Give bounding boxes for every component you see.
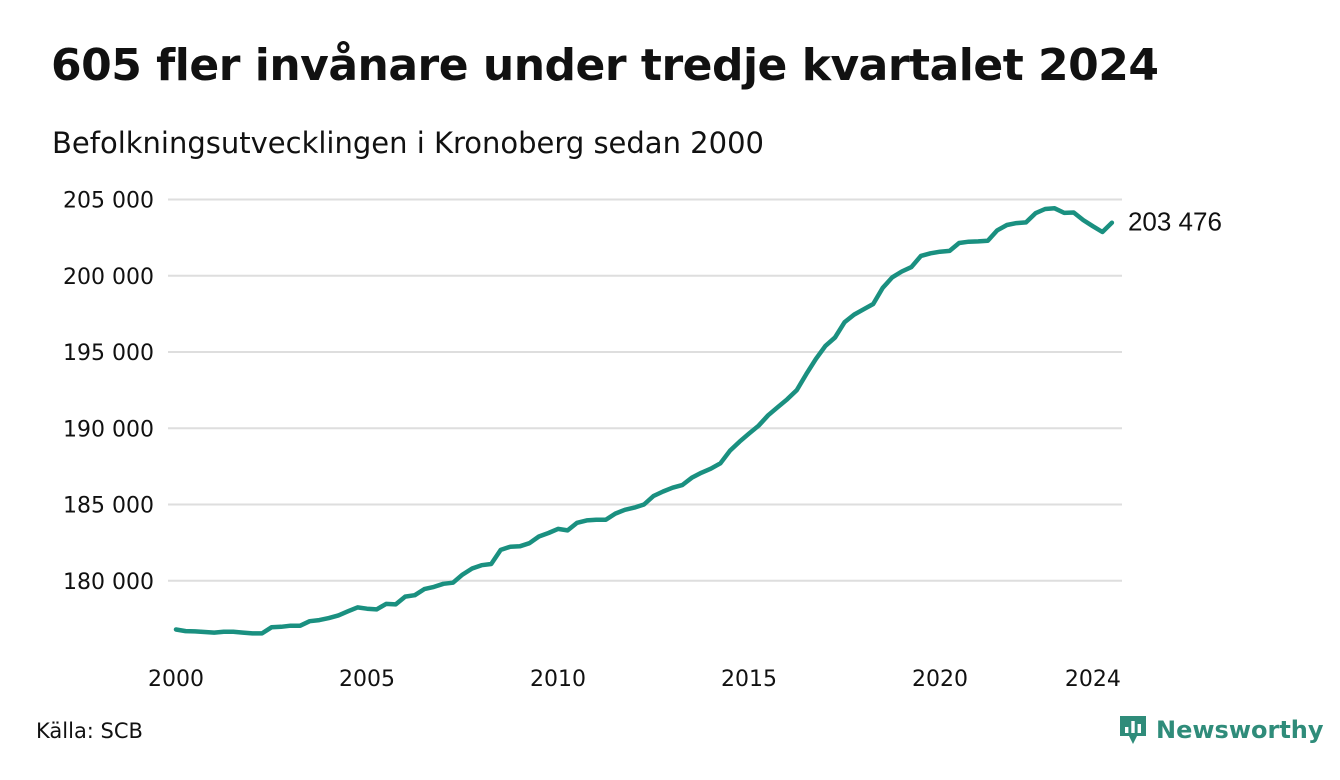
y-tick-label: 200 000 bbox=[63, 265, 154, 290]
y-tick-label: 185 000 bbox=[63, 494, 154, 519]
x-tick-label: 2000 bbox=[148, 667, 204, 692]
y-tick-label: 205 000 bbox=[63, 189, 154, 214]
brand-name: Newsworthy bbox=[1156, 716, 1324, 744]
y-tick-label: 180 000 bbox=[63, 570, 154, 595]
y-axis-tick-labels: 180 000 185 000 190 000 195 000 200 000 205 0… bbox=[63, 189, 154, 595]
x-tick-label: 2010 bbox=[530, 667, 586, 692]
chart-title: 605 fler invånare under tredje kvartalet… bbox=[51, 40, 1159, 91]
series bbox=[173, 206, 1115, 636]
x-tick-label: 2024 bbox=[1065, 667, 1121, 692]
gridlines bbox=[168, 198, 1122, 582]
x-axis-tick-labels: 2000 2005 2010 2015 2020 2024 bbox=[148, 667, 1121, 692]
chart-subtitle: Befolkningsutvecklingen i Kronoberg seda… bbox=[52, 126, 764, 160]
brand-logo[interactable]: Newsworthy bbox=[1118, 714, 1324, 746]
x-tick-label: 2005 bbox=[339, 667, 395, 692]
annotations: 203 476 bbox=[1128, 207, 1222, 237]
x-tick-label: 2015 bbox=[721, 667, 777, 692]
source-credit: Källa: SCB bbox=[36, 719, 143, 743]
newsworthy-logo-icon bbox=[1120, 716, 1146, 744]
y-tick-label: 195 000 bbox=[63, 341, 154, 366]
population-series-line bbox=[173, 206, 1115, 636]
y-tick-label: 190 000 bbox=[63, 417, 154, 442]
population-line-chart: 180 000 185 000 190 000 195 000 200 000 205 0… bbox=[63, 189, 1222, 693]
x-tick-label: 2020 bbox=[912, 667, 968, 692]
last-value-label: 203 476 bbox=[1128, 207, 1222, 237]
